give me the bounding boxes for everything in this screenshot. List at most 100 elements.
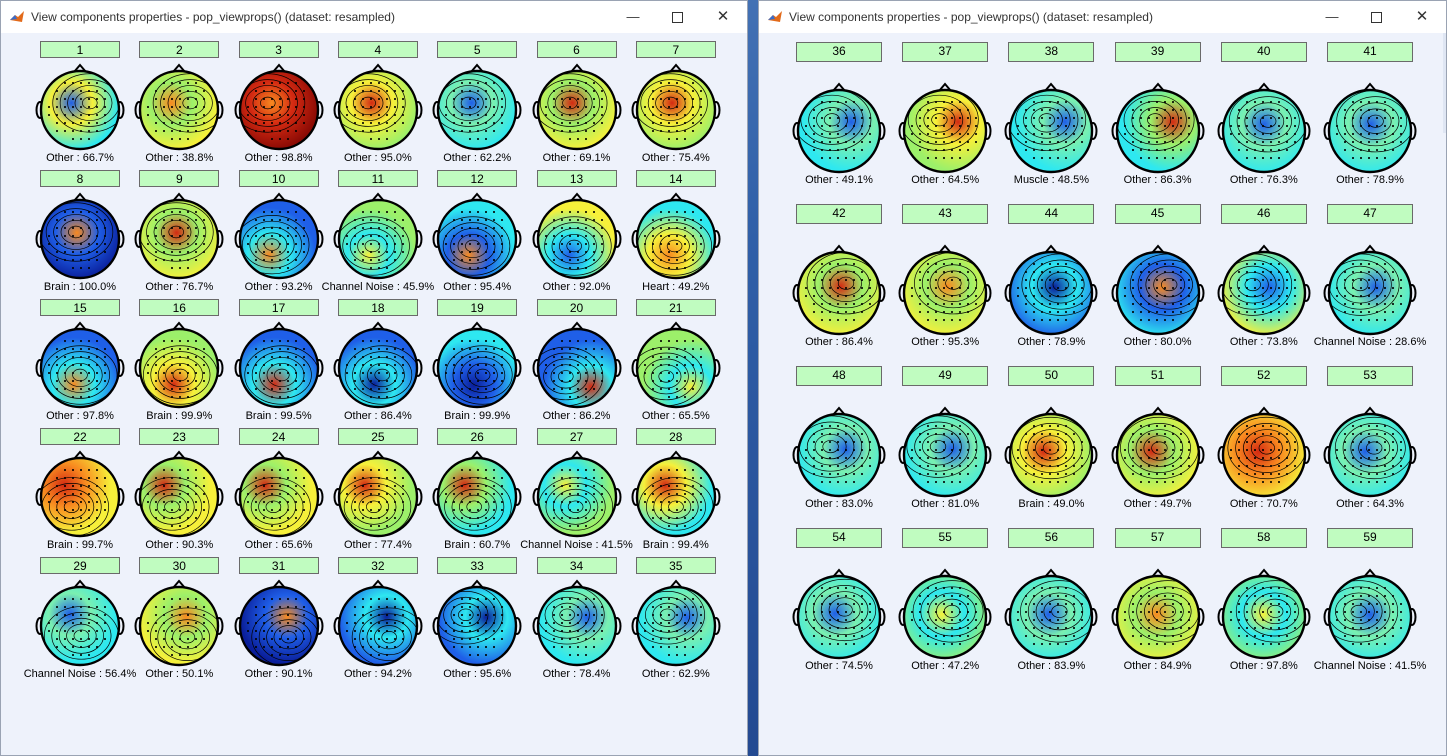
component-button-20[interactable]: 20	[536, 299, 617, 316]
topoplot-map[interactable]	[33, 579, 127, 673]
component-button-32[interactable]: 32	[337, 557, 418, 574]
component-button-43[interactable]: 43	[902, 204, 989, 224]
close-icon[interactable]: ✕	[716, 8, 730, 25]
topoplot-map[interactable]	[790, 568, 888, 666]
topoplot-map[interactable]	[331, 63, 425, 157]
component-button-51[interactable]: 51	[1114, 366, 1201, 386]
topoplot-map[interactable]	[1215, 568, 1313, 666]
component-button-13[interactable]: 13	[536, 170, 617, 187]
topoplot-map[interactable]	[1002, 244, 1100, 342]
component-button-52[interactable]: 52	[1220, 366, 1307, 386]
component-button-2[interactable]: 2	[139, 41, 220, 58]
topoplot-map[interactable]	[1215, 82, 1313, 180]
topoplot-map[interactable]	[331, 321, 425, 415]
topoplot-map[interactable]	[33, 192, 127, 286]
minimize-icon[interactable]: —	[626, 9, 640, 24]
component-button-50[interactable]: 50	[1008, 366, 1095, 386]
component-button-30[interactable]: 30	[139, 557, 220, 574]
component-button-47[interactable]: 47	[1327, 204, 1413, 224]
topoplot-map[interactable]	[232, 579, 326, 673]
topoplot-map[interactable]	[629, 321, 723, 415]
topoplot-map[interactable]	[1215, 406, 1313, 504]
component-button-45[interactable]: 45	[1114, 204, 1201, 224]
topoplot-map[interactable]	[132, 579, 226, 673]
maximize-icon[interactable]	[661, 5, 693, 29]
topoplot-map[interactable]	[430, 192, 524, 286]
topoplot-map[interactable]	[430, 321, 524, 415]
topoplot-map[interactable]	[1321, 568, 1419, 666]
topoplot-map[interactable]	[1109, 568, 1207, 666]
topoplot-map[interactable]	[33, 63, 127, 157]
topoplot-map[interactable]	[331, 450, 425, 544]
component-button-29[interactable]: 29	[40, 557, 120, 574]
topoplot-map[interactable]	[132, 450, 226, 544]
topoplot-map[interactable]	[896, 406, 994, 504]
component-button-56[interactable]: 56	[1008, 528, 1095, 548]
topoplot-map[interactable]	[232, 450, 326, 544]
topoplot-map[interactable]	[430, 450, 524, 544]
topoplot-map[interactable]	[530, 579, 624, 673]
component-button-40[interactable]: 40	[1220, 42, 1307, 62]
component-button-34[interactable]: 34	[536, 557, 617, 574]
topoplot-map[interactable]	[896, 244, 994, 342]
scrollbar[interactable]	[1443, 33, 1446, 133]
close-icon[interactable]: ✕	[1415, 8, 1429, 25]
component-button-33[interactable]: 33	[437, 557, 518, 574]
topoplot-map[interactable]	[132, 321, 226, 415]
topoplot-map[interactable]	[1002, 82, 1100, 180]
component-button-8[interactable]: 8	[40, 170, 120, 187]
component-button-19[interactable]: 19	[437, 299, 518, 316]
topoplot-map[interactable]	[1109, 406, 1207, 504]
component-button-14[interactable]: 14	[635, 170, 716, 187]
component-button-35[interactable]: 35	[635, 557, 716, 574]
component-button-31[interactable]: 31	[238, 557, 319, 574]
component-button-5[interactable]: 5	[437, 41, 518, 58]
topoplot-map[interactable]	[430, 579, 524, 673]
topoplot-map[interactable]	[896, 568, 994, 666]
component-button-6[interactable]: 6	[536, 41, 617, 58]
component-button-42[interactable]: 42	[796, 204, 882, 224]
component-button-53[interactable]: 53	[1327, 366, 1413, 386]
topoplot-map[interactable]	[1002, 406, 1100, 504]
topoplot-map[interactable]	[232, 192, 326, 286]
component-button-3[interactable]: 3	[238, 41, 319, 58]
minimize-icon[interactable]: —	[1325, 9, 1339, 24]
topoplot-map[interactable]	[790, 406, 888, 504]
component-button-59[interactable]: 59	[1327, 528, 1413, 548]
component-button-17[interactable]: 17	[238, 299, 319, 316]
topoplot-map[interactable]	[629, 63, 723, 157]
topoplot-map[interactable]	[430, 63, 524, 157]
maximize-icon[interactable]	[1360, 5, 1392, 29]
component-button-1[interactable]: 1	[40, 41, 120, 58]
component-button-44[interactable]: 44	[1008, 204, 1095, 224]
component-button-18[interactable]: 18	[337, 299, 418, 316]
component-button-54[interactable]: 54	[796, 528, 882, 548]
component-button-26[interactable]: 26	[437, 428, 518, 445]
topoplot-map[interactable]	[132, 192, 226, 286]
component-button-58[interactable]: 58	[1220, 528, 1307, 548]
component-button-37[interactable]: 37	[902, 42, 989, 62]
topoplot-map[interactable]	[232, 321, 326, 415]
component-button-21[interactable]: 21	[635, 299, 716, 316]
topoplot-map[interactable]	[331, 579, 425, 673]
component-button-55[interactable]: 55	[902, 528, 989, 548]
component-button-57[interactable]: 57	[1114, 528, 1201, 548]
topoplot-map[interactable]	[1321, 82, 1419, 180]
component-button-16[interactable]: 16	[139, 299, 220, 316]
topoplot-map[interactable]	[1321, 406, 1419, 504]
component-button-48[interactable]: 48	[796, 366, 882, 386]
component-button-49[interactable]: 49	[902, 366, 989, 386]
topoplot-map[interactable]	[629, 192, 723, 286]
component-button-12[interactable]: 12	[437, 170, 518, 187]
topoplot-map[interactable]	[530, 192, 624, 286]
topoplot-map[interactable]	[629, 579, 723, 673]
topoplot-map[interactable]	[1109, 82, 1207, 180]
title-bar[interactable]: View components properties - pop_viewpro…	[759, 1, 1446, 33]
topoplot-map[interactable]	[1215, 244, 1313, 342]
topoplot-map[interactable]	[132, 63, 226, 157]
topoplot-map[interactable]	[1321, 244, 1419, 342]
component-button-4[interactable]: 4	[337, 41, 418, 58]
title-bar[interactable]: View components properties - pop_viewpro…	[1, 1, 747, 33]
component-button-23[interactable]: 23	[139, 428, 220, 445]
topoplot-map[interactable]	[629, 450, 723, 544]
